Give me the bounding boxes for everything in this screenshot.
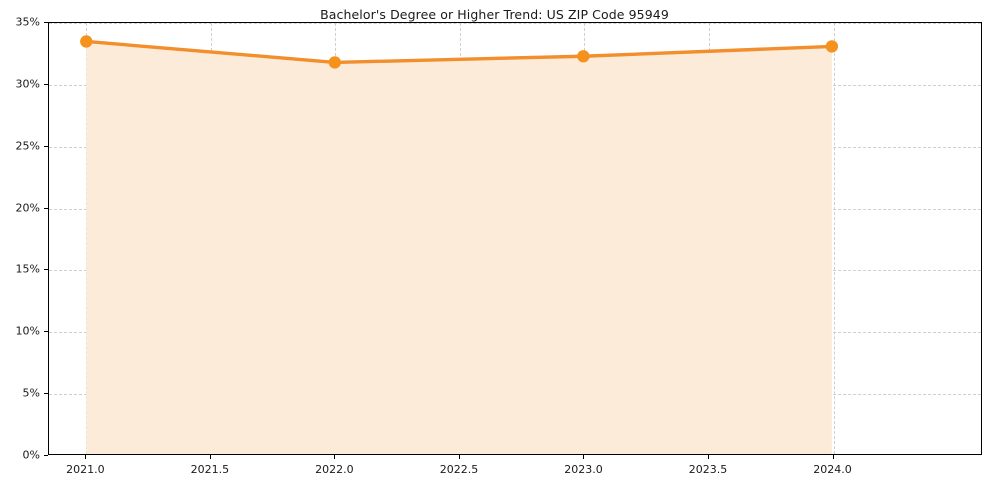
x-axis-tick-label: 2022.0 [315, 463, 354, 476]
data-point-marker[interactable] [328, 56, 342, 69]
y-axis-tick-label: 25% [15, 139, 40, 153]
x-axis-tick-label: 2023.5 [688, 463, 728, 476]
x-axis-tick-mark [583, 455, 585, 459]
y-axis-tick-label: 10% [15, 324, 40, 338]
x-axis-tick-mark [85, 455, 87, 459]
y-axis-tick-label: 5% [22, 386, 40, 400]
x-axis-tick-mark [708, 455, 710, 459]
chart-title: Bachelor's Degree or Higher Trend: US ZI… [320, 7, 669, 22]
data-point-marker[interactable] [577, 50, 590, 63]
x-axis-tick-label: 2022.5 [439, 463, 479, 476]
y-axis-tick-label: 0% [22, 448, 40, 462]
x-axis-tick-mark [209, 455, 211, 459]
x-axis-tick-mark [832, 455, 834, 459]
series-line [84, 39, 834, 65]
y-axis-tick-label: 15% [15, 262, 40, 276]
x-axis-tick-mark [458, 455, 460, 459]
gridline-vertical [833, 23, 835, 454]
x-axis-tick-label: 2021.5 [190, 463, 230, 476]
x-axis-tick-mark [334, 455, 336, 459]
gridline-horizontal [49, 23, 981, 24]
x-axis-tick-label: 2021.0 [66, 463, 105, 476]
plot-area [48, 22, 982, 455]
data-point-marker[interactable] [80, 35, 93, 48]
series-fill-area [86, 41, 832, 454]
y-axis-tick-mark [44, 455, 48, 456]
series-line-chart [80, 35, 839, 454]
x-axis-tick-label: 2024.0 [813, 463, 852, 476]
data-point-marker[interactable] [825, 40, 839, 53]
x-axis-tick-label: 2023.0 [564, 463, 603, 476]
y-axis-tick-label: 20% [15, 201, 40, 215]
y-axis-tick-label: 30% [15, 77, 40, 91]
